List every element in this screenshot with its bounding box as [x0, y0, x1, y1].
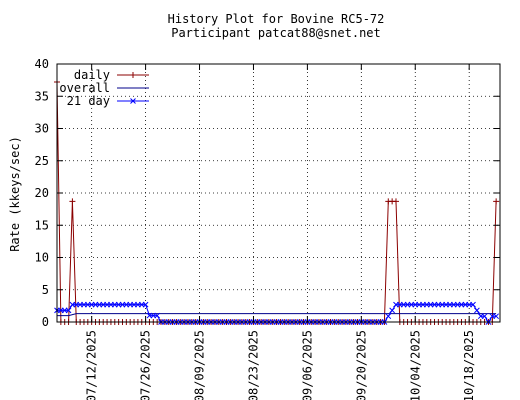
y-axis-label: Rate (kkeys/sec) [8, 136, 22, 252]
data-point-x [65, 307, 72, 314]
x-tick-label: 10/18/2025 [462, 330, 476, 400]
data-point-x [154, 312, 161, 319]
x-tick-label: 09/20/2025 [354, 330, 368, 400]
data-point-x [470, 301, 476, 308]
data-point-x [474, 307, 480, 314]
data-point-x [142, 301, 149, 308]
data-point-x [481, 313, 488, 320]
y-tick-label: 20 [35, 186, 49, 200]
series-line [57, 313, 497, 317]
legend-marker [130, 98, 136, 104]
data-point-x [493, 313, 500, 320]
y-tick-label: 5 [42, 283, 49, 297]
x-tick-label: 07/12/2025 [85, 330, 99, 400]
x-tick-label: 09/06/2025 [300, 330, 314, 400]
y-tick-label: 0 [42, 315, 49, 329]
series-overall [57, 313, 497, 317]
y-tick-label: 15 [35, 218, 49, 232]
x-tick-label: 10/04/2025 [408, 330, 422, 400]
chart-title: History Plot for Bovine RC5-72 [168, 12, 385, 26]
y-tick-label: 40 [35, 57, 49, 71]
x-tick-label: 08/09/2025 [193, 330, 207, 400]
legend-label: 21 day [67, 94, 110, 108]
y-tick-label: 30 [35, 122, 49, 136]
y-tick-label: 25 [35, 154, 49, 168]
legend-marker [130, 72, 136, 78]
axes: 0 5 10 15 20 25 30 35 40 07/12/2025 07/26/2025 08/0… [35, 57, 501, 400]
x-tick-label: 08/23/2025 [246, 330, 260, 400]
y-tick-label: 10 [35, 251, 49, 265]
data-point-plus [69, 198, 76, 205]
chart-subtitle: Participant patcat88@snet.net [171, 26, 381, 40]
x-tick-label: 07/26/2025 [139, 330, 153, 400]
plot-frame [56, 63, 501, 323]
y-tick-label: 35 [35, 89, 49, 103]
data-point-plus [493, 198, 500, 205]
legend-label: overall [59, 81, 110, 95]
grid [57, 64, 500, 322]
series-21-day [54, 301, 500, 325]
data-point-plus [392, 198, 399, 205]
legend-label: daily [74, 68, 110, 82]
data-point-x [389, 307, 395, 314]
data-point-x [385, 313, 392, 320]
